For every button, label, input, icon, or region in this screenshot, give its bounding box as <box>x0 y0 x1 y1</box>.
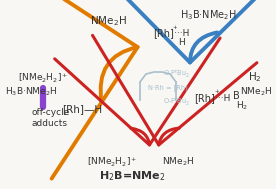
Text: [Rh]: [Rh] <box>194 93 215 103</box>
Text: [Rh]: [Rh] <box>153 28 174 38</box>
Text: $^+$: $^+$ <box>171 24 178 33</box>
Text: NMe$_2$H: NMe$_2$H <box>240 86 272 98</box>
Text: O-P$^t$Bu$_2$: O-P$^t$Bu$_2$ <box>163 68 190 80</box>
Text: ···H: ···H <box>215 94 230 103</box>
Text: H$_3$B·NMe$_2$H: H$_3$B·NMe$_2$H <box>180 8 236 22</box>
Text: $^+$: $^+$ <box>213 88 220 97</box>
Text: H$_2$: H$_2$ <box>248 70 262 84</box>
Text: H$_2$B=NMe$_2$: H$_2$B=NMe$_2$ <box>99 169 165 183</box>
Text: NMe$_2$H: NMe$_2$H <box>162 156 194 169</box>
Text: O-P$^t$Bu$_2$: O-P$^t$Bu$_2$ <box>163 96 190 108</box>
Text: [NMe$_2$H$_2$]$^+$: [NMe$_2$H$_2$]$^+$ <box>87 156 137 169</box>
Text: [Rh]—H: [Rh]—H <box>62 104 102 114</box>
Text: NMe$_2$H: NMe$_2$H <box>90 14 126 28</box>
Text: [NMe$_2$H$_2$]$^+$: [NMe$_2$H$_2$]$^+$ <box>18 72 68 85</box>
Text: ···H: ···H <box>174 29 189 38</box>
Text: H$_2$: H$_2$ <box>236 100 248 112</box>
Text: H$_3$B·NMe$_2$H: H$_3$B·NMe$_2$H <box>5 86 57 98</box>
Text: off-cycle: off-cycle <box>32 108 70 117</box>
Text: H: H <box>178 38 185 47</box>
Text: B: B <box>233 91 240 101</box>
Text: adducts: adducts <box>32 119 68 128</box>
Text: N·Rh = [Rh]: N·Rh = [Rh] <box>148 85 188 91</box>
